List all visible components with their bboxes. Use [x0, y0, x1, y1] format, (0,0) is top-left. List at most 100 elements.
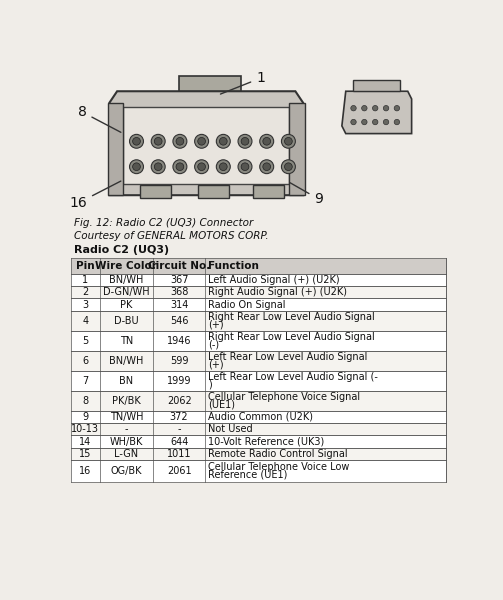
Text: 1: 1	[220, 71, 265, 94]
Text: 372: 372	[170, 412, 189, 422]
Polygon shape	[123, 107, 289, 184]
Text: Radio On Signal: Radio On Signal	[208, 299, 285, 310]
Bar	[289, 103, 305, 195]
Circle shape	[281, 160, 295, 173]
Circle shape	[285, 163, 292, 170]
Text: 368: 368	[170, 287, 188, 297]
Text: BN: BN	[119, 376, 133, 386]
Circle shape	[219, 163, 227, 170]
Text: 1011: 1011	[167, 449, 191, 459]
Text: 314: 314	[170, 299, 188, 310]
Text: 6: 6	[82, 356, 89, 366]
Polygon shape	[109, 91, 303, 195]
Circle shape	[219, 137, 227, 145]
Circle shape	[133, 137, 140, 145]
Text: 3: 3	[82, 299, 89, 310]
Text: Not Used: Not Used	[208, 424, 253, 434]
Bar	[70, 411, 447, 423]
Circle shape	[351, 106, 356, 111]
Circle shape	[373, 106, 378, 111]
Text: ): )	[208, 379, 212, 389]
Text: 9: 9	[290, 183, 323, 206]
Bar	[108, 103, 123, 195]
Text: WH/BK: WH/BK	[110, 437, 143, 446]
Circle shape	[260, 160, 274, 173]
Circle shape	[173, 134, 187, 148]
Circle shape	[383, 106, 389, 111]
Bar	[70, 423, 447, 436]
Bar	[70, 436, 447, 448]
Bar	[140, 185, 172, 197]
Circle shape	[241, 137, 249, 145]
Text: Right Audio Signal (+) (U2K): Right Audio Signal (+) (U2K)	[208, 287, 347, 297]
Bar	[70, 311, 447, 331]
Text: Pin: Pin	[76, 261, 95, 271]
Text: Wire Color: Wire Color	[96, 261, 157, 271]
Circle shape	[362, 119, 367, 125]
Text: -: -	[125, 424, 128, 434]
Text: Cellular Telephone Voice Signal: Cellular Telephone Voice Signal	[208, 392, 360, 402]
Text: Cellular Telephone Voice Low: Cellular Telephone Voice Low	[208, 462, 349, 472]
Text: Reference (UE1): Reference (UE1)	[208, 470, 287, 480]
Text: 15: 15	[79, 449, 92, 459]
Text: PK: PK	[120, 299, 133, 310]
Text: Left Rear Low Level Audio Signal: Left Rear Low Level Audio Signal	[208, 352, 367, 362]
Text: 16: 16	[79, 466, 92, 476]
Text: 8: 8	[82, 396, 89, 406]
Text: 14: 14	[79, 437, 92, 446]
Text: (+): (+)	[208, 319, 223, 329]
Text: TN/WH: TN/WH	[110, 412, 143, 422]
Text: OG/BK: OG/BK	[111, 466, 142, 476]
Text: PK/BK: PK/BK	[112, 396, 141, 406]
Bar	[253, 185, 284, 197]
Text: Courtesy of GENERAL MOTORS CORP.: Courtesy of GENERAL MOTORS CORP.	[74, 230, 269, 241]
Circle shape	[238, 134, 252, 148]
Circle shape	[154, 137, 162, 145]
Circle shape	[133, 163, 140, 170]
Circle shape	[362, 106, 367, 111]
Circle shape	[176, 137, 184, 145]
Circle shape	[281, 134, 295, 148]
Text: Right Rear Low Level Audio Signal: Right Rear Low Level Audio Signal	[208, 332, 375, 342]
Text: Radio C2 (UQ3): Radio C2 (UQ3)	[74, 245, 170, 255]
Text: Right Rear Low Level Audio Signal: Right Rear Low Level Audio Signal	[208, 312, 375, 322]
Text: -: -	[178, 424, 181, 434]
Polygon shape	[342, 91, 411, 134]
Circle shape	[216, 134, 230, 148]
Text: 546: 546	[170, 316, 189, 326]
Text: 9: 9	[82, 412, 89, 422]
Circle shape	[198, 137, 205, 145]
Text: 1946: 1946	[167, 336, 191, 346]
Circle shape	[241, 163, 249, 170]
Circle shape	[260, 134, 274, 148]
Circle shape	[394, 119, 399, 125]
Text: Circuit No.: Circuit No.	[148, 261, 210, 271]
Text: L-GN: L-GN	[114, 449, 138, 459]
Circle shape	[216, 160, 230, 173]
Circle shape	[373, 119, 378, 125]
Text: Left Rear Low Level Audio Signal (-: Left Rear Low Level Audio Signal (-	[208, 372, 378, 382]
Text: Left Audio Signal (+) (U2K): Left Audio Signal (+) (U2K)	[208, 275, 340, 285]
Text: 2062: 2062	[167, 396, 192, 406]
Text: 644: 644	[170, 437, 188, 446]
Text: 1: 1	[82, 275, 89, 285]
Circle shape	[151, 134, 165, 148]
Circle shape	[394, 106, 399, 111]
Text: BN/WH: BN/WH	[109, 356, 144, 366]
Text: (+): (+)	[208, 359, 223, 370]
Text: 2061: 2061	[167, 466, 192, 476]
Circle shape	[351, 119, 356, 125]
Text: 4: 4	[82, 316, 89, 326]
Circle shape	[176, 163, 184, 170]
Circle shape	[263, 137, 271, 145]
Text: 8: 8	[78, 105, 121, 133]
Text: 599: 599	[170, 356, 189, 366]
Circle shape	[130, 134, 143, 148]
Circle shape	[195, 160, 209, 173]
Bar	[70, 391, 447, 411]
Bar	[70, 460, 447, 482]
Text: D-GN/WH: D-GN/WH	[103, 287, 150, 297]
Text: 10-13: 10-13	[71, 424, 100, 434]
Bar	[70, 331, 447, 351]
Circle shape	[151, 160, 165, 173]
